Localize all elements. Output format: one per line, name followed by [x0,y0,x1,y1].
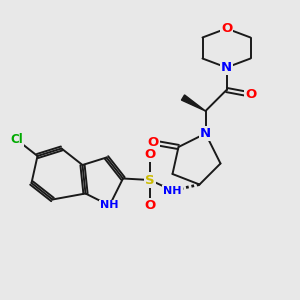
Polygon shape [182,95,206,111]
Text: S: S [145,173,155,187]
Text: O: O [144,199,156,212]
Text: Cl: Cl [10,133,23,146]
Text: O: O [245,88,256,101]
Text: NH: NH [163,185,182,196]
Text: NH: NH [100,200,119,211]
Text: O: O [221,22,232,35]
Text: O: O [144,148,156,161]
Text: N: N [221,61,232,74]
Text: O: O [147,136,159,149]
Text: N: N [200,127,211,140]
